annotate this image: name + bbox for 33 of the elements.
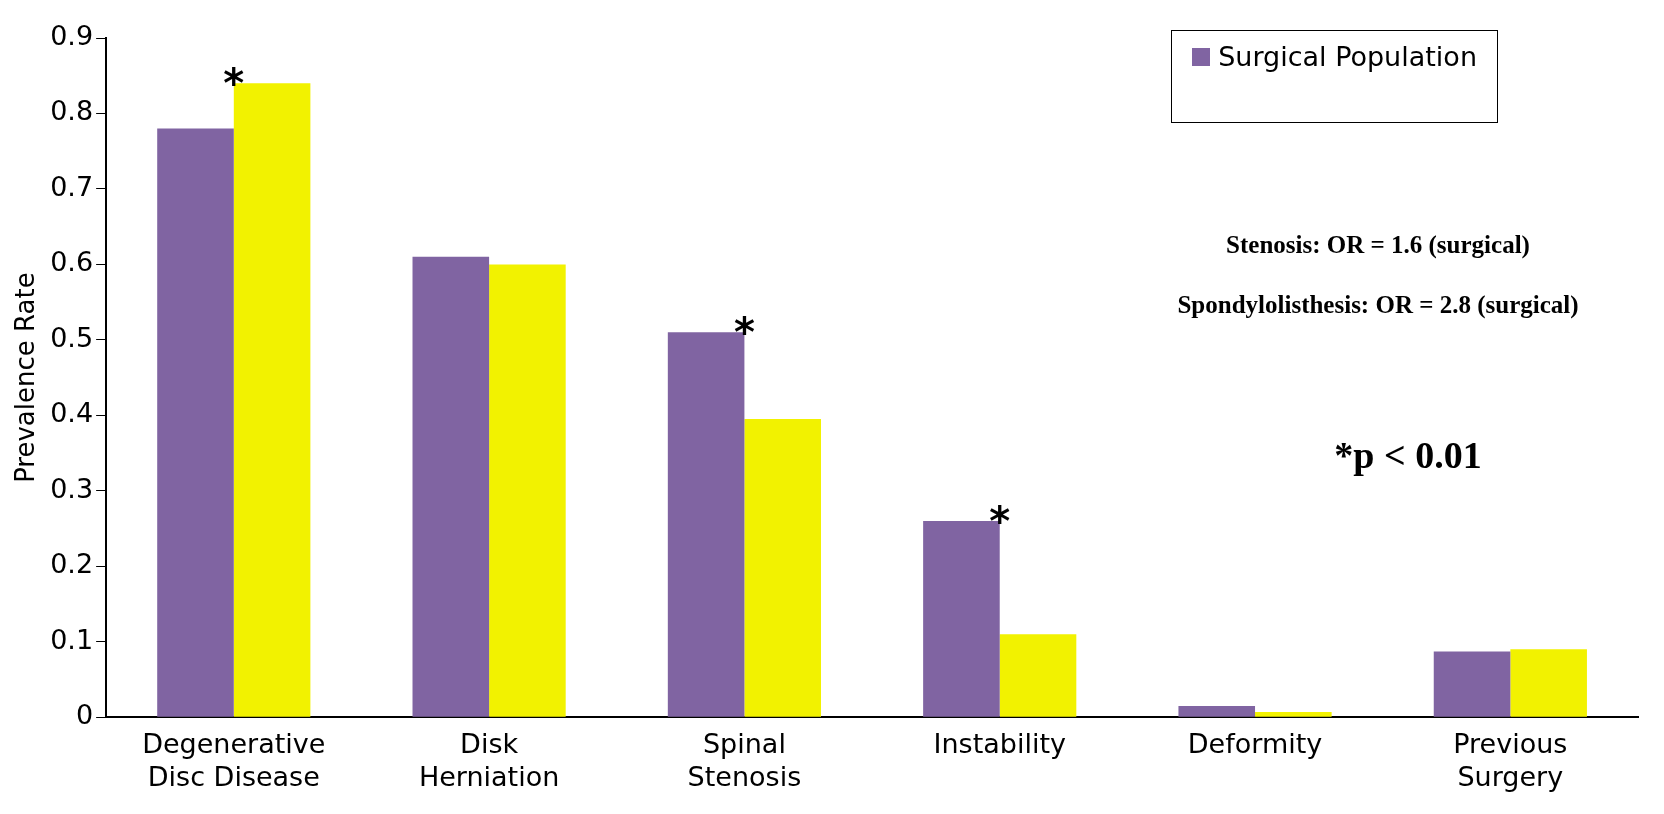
y-tick-label: 0.1 (50, 623, 94, 655)
y-tick-label: 0.3 (50, 472, 94, 504)
bar (1255, 711, 1332, 717)
bar (1178, 705, 1256, 717)
y-tick-label: 0 (75, 699, 94, 731)
y-tick-label: 0.7 (50, 170, 94, 202)
y-tick-label: 0.8 (50, 95, 94, 127)
bar (1433, 651, 1511, 717)
x-tick-label: Deformity (1187, 728, 1323, 760)
x-tick-label: Instability (933, 728, 1066, 760)
y-tick-label: 0.9 (50, 20, 94, 52)
bar (999, 634, 1077, 717)
x-tick-label: Degenerative Disc Disease (142, 728, 326, 792)
y-tick-label: 0.5 (50, 321, 94, 353)
annotation: Stenosis: OR = 1.6 (surgical) (1226, 231, 1530, 259)
y-tick-label: 0.2 (50, 548, 94, 580)
bar (1510, 649, 1587, 717)
annotation: *p < 0.01 (1334, 434, 1482, 476)
bar (157, 128, 234, 717)
bar (412, 256, 490, 717)
bar (489, 264, 566, 717)
annotation: * (989, 497, 1011, 544)
bar (744, 419, 822, 717)
y-tick-label: 0.6 (50, 246, 94, 278)
y-tick-label: 0.4 (50, 397, 94, 429)
annotation: * (733, 309, 755, 356)
y-axis-title: Prevalence Rate (10, 272, 41, 483)
x-tick-label: Spinal Stenosis (687, 728, 802, 792)
x-tick-label: Disk Herniation (418, 728, 560, 792)
annotation: * (223, 60, 245, 107)
x-tick-label: Previous Surgery (1453, 728, 1568, 792)
annotation: Spondylolisthesis: OR = 2.8 (surgical) (1177, 291, 1579, 319)
legend-label: Surgical Population (1218, 41, 1477, 72)
